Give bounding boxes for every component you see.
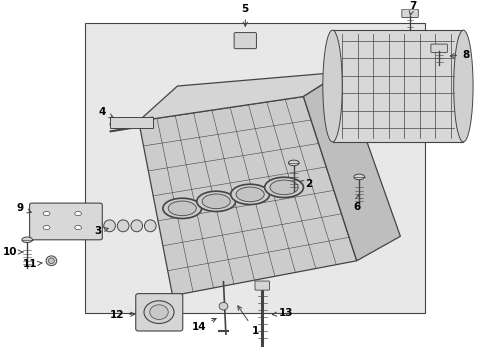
Ellipse shape — [269, 180, 298, 195]
Ellipse shape — [230, 184, 269, 204]
Text: 8: 8 — [449, 50, 468, 60]
Ellipse shape — [236, 187, 264, 202]
Polygon shape — [139, 72, 342, 121]
FancyBboxPatch shape — [136, 294, 183, 331]
Ellipse shape — [75, 225, 81, 230]
Text: 14: 14 — [191, 319, 216, 332]
Ellipse shape — [131, 220, 142, 232]
Ellipse shape — [353, 174, 364, 180]
Ellipse shape — [219, 302, 227, 310]
Ellipse shape — [322, 30, 342, 142]
Polygon shape — [85, 23, 424, 313]
Ellipse shape — [48, 258, 54, 264]
Ellipse shape — [149, 305, 168, 319]
Text: 12: 12 — [109, 310, 135, 320]
Text: 1: 1 — [237, 306, 258, 336]
Ellipse shape — [117, 220, 129, 232]
Ellipse shape — [163, 198, 201, 219]
Text: 9: 9 — [16, 203, 31, 213]
Ellipse shape — [75, 211, 81, 216]
Text: 11: 11 — [22, 259, 42, 269]
FancyBboxPatch shape — [430, 44, 447, 53]
FancyBboxPatch shape — [254, 281, 269, 290]
FancyBboxPatch shape — [401, 9, 417, 18]
Ellipse shape — [202, 194, 230, 209]
FancyBboxPatch shape — [234, 32, 256, 49]
Text: 4: 4 — [99, 107, 113, 118]
Ellipse shape — [196, 191, 235, 211]
Text: 10: 10 — [3, 247, 23, 257]
Ellipse shape — [264, 177, 303, 198]
Ellipse shape — [43, 211, 50, 216]
Polygon shape — [332, 30, 463, 142]
FancyBboxPatch shape — [30, 203, 102, 240]
Ellipse shape — [43, 225, 50, 230]
Text: 3: 3 — [94, 226, 108, 236]
Ellipse shape — [103, 220, 115, 232]
Text: 5: 5 — [241, 4, 248, 26]
Ellipse shape — [46, 256, 57, 266]
Ellipse shape — [22, 237, 32, 243]
Ellipse shape — [168, 201, 196, 216]
Polygon shape — [139, 96, 356, 296]
Text: 6: 6 — [352, 195, 360, 212]
Ellipse shape — [143, 301, 174, 324]
FancyBboxPatch shape — [109, 117, 153, 128]
Ellipse shape — [144, 220, 156, 232]
Text: 13: 13 — [272, 308, 293, 318]
Ellipse shape — [453, 30, 472, 142]
Text: 2: 2 — [299, 179, 311, 189]
Polygon shape — [303, 72, 400, 261]
Ellipse shape — [288, 160, 299, 166]
Text: 7: 7 — [408, 1, 415, 15]
